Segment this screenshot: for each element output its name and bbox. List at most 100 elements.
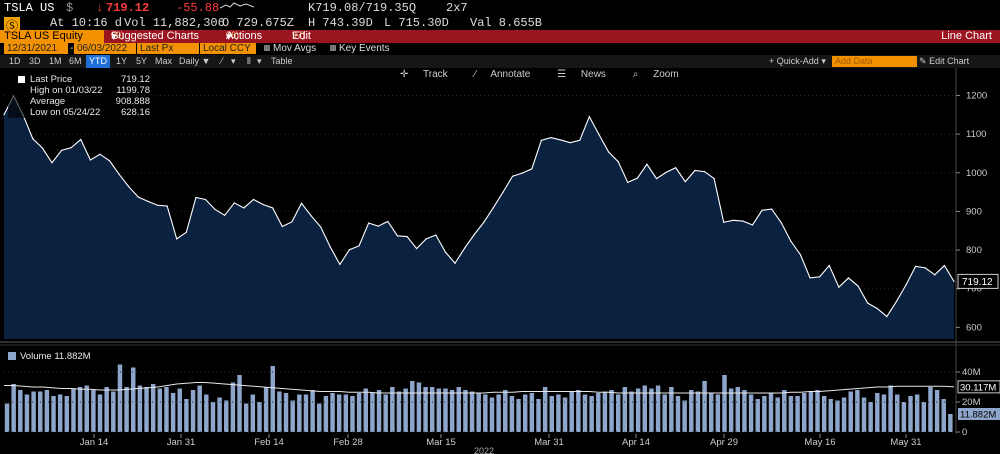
period-3d[interactable]: 3D bbox=[29, 56, 41, 66]
period-1y[interactable]: 1Y bbox=[116, 56, 128, 66]
track-tool[interactable]: ✛ Track bbox=[400, 69, 460, 80]
chart-tools: ✛ Track ⁄ Annotate ☰ News ⌕ Zoom bbox=[400, 69, 703, 80]
volume-bar bbox=[549, 396, 554, 432]
annotate-tool[interactable]: ⁄ Annotate bbox=[474, 69, 542, 80]
period-6m[interactable]: 6M bbox=[69, 56, 82, 66]
quick-add-label: Quick-Add bbox=[776, 56, 819, 66]
add-data-input[interactable]: Add Data bbox=[832, 56, 917, 67]
volume-bar bbox=[443, 388, 448, 432]
price-point bbox=[540, 139, 542, 141]
volume-bar bbox=[410, 381, 415, 432]
period-1m[interactable]: 1M bbox=[49, 56, 62, 66]
volume-bar bbox=[522, 394, 528, 432]
quick-add-button[interactable]: + Quick-Add ▾ bbox=[766, 55, 829, 68]
last-price-tag-label: 719.12 bbox=[962, 277, 993, 288]
volume-last-tag bbox=[958, 408, 1000, 420]
volume-bar bbox=[303, 394, 309, 432]
volume-bar bbox=[270, 366, 275, 432]
price-point bbox=[281, 225, 283, 228]
frequency-selector[interactable]: Daily ▼ bbox=[176, 55, 213, 68]
volume-bar bbox=[622, 387, 628, 432]
ticker[interactable]: TSLA US bbox=[4, 1, 55, 15]
edit-chart-button[interactable]: ✎ Edit Chart bbox=[916, 55, 972, 68]
price-area bbox=[4, 95, 954, 339]
price-point bbox=[272, 207, 274, 209]
trade-size: 2x7 bbox=[446, 1, 468, 15]
bar-style-icon[interactable]: ⫴ bbox=[247, 56, 251, 66]
volume-bar bbox=[875, 393, 880, 432]
volume-bar bbox=[835, 400, 840, 432]
volume-bar bbox=[948, 414, 953, 432]
price-point bbox=[70, 147, 72, 149]
x-tick-label: Apr 29 bbox=[710, 437, 738, 448]
price-point bbox=[847, 277, 850, 279]
volume-bar bbox=[283, 393, 289, 432]
price-point bbox=[41, 147, 43, 149]
end-date-field[interactable]: 06/03/2022 bbox=[74, 43, 136, 54]
edit-label: Edit bbox=[292, 30, 311, 42]
mov-avgs-toggle[interactable]: Mov Avgs bbox=[264, 43, 316, 54]
volume-bar bbox=[689, 390, 694, 432]
price-point bbox=[819, 276, 821, 278]
legend-last: Last Price 719.12 bbox=[8, 74, 154, 85]
x-tick-label: Jan 14 bbox=[80, 437, 109, 448]
volume-bar bbox=[782, 390, 787, 432]
zoom-tool[interactable]: ⌕ Zoom bbox=[633, 69, 691, 80]
quote-time: At 10:16 d bbox=[50, 16, 123, 30]
volume-bar bbox=[164, 387, 169, 432]
actions-num: 96) bbox=[226, 30, 240, 40]
volume-bar bbox=[310, 390, 315, 432]
mov-avgs-label: Mov Avgs bbox=[273, 43, 317, 54]
price-point bbox=[204, 198, 207, 201]
period-max[interactable]: Max bbox=[155, 56, 173, 66]
currency-selector[interactable]: Local CCY bbox=[200, 43, 256, 54]
price-point bbox=[156, 204, 159, 206]
news-tool[interactable]: ☰ News bbox=[557, 69, 618, 80]
volume-bar bbox=[336, 394, 342, 432]
dropdown-icon: ▾ bbox=[226, 31, 232, 43]
volume-bar bbox=[529, 393, 535, 432]
key-events-toggle[interactable]: Key Events bbox=[330, 43, 390, 54]
volume-bar bbox=[795, 396, 800, 432]
price-point bbox=[483, 221, 485, 223]
volume-bar bbox=[762, 396, 767, 432]
bid-ask: K719.08/719.35Q bbox=[308, 1, 417, 15]
period-ytd[interactable]: YTD bbox=[86, 55, 110, 68]
volume-bar bbox=[868, 402, 873, 432]
field-selector[interactable]: Last Px bbox=[137, 43, 199, 54]
volume-bar bbox=[489, 397, 495, 432]
price-point bbox=[300, 202, 303, 204]
price-change: -55.88 bbox=[176, 1, 220, 15]
price-point bbox=[665, 171, 667, 173]
period-5y[interactable]: 5Y bbox=[136, 56, 148, 66]
security-field[interactable]: TSLA US Equity bbox=[0, 30, 104, 43]
volume-bar bbox=[629, 391, 634, 432]
start-date-field[interactable]: 12/31/2021 bbox=[4, 43, 68, 54]
price-point bbox=[895, 300, 898, 303]
parameter-bar: 12/31/2021 - 06/03/2022 Last Px Local CC… bbox=[0, 43, 1000, 55]
volume-bar bbox=[855, 390, 860, 432]
volume-bar bbox=[768, 393, 774, 432]
volume-bar bbox=[184, 399, 189, 432]
volume-bar bbox=[177, 388, 182, 432]
period-1d[interactable]: 1D bbox=[9, 56, 21, 66]
price-point bbox=[569, 142, 571, 144]
table-button[interactable]: Table bbox=[271, 56, 293, 66]
price-tick-label: 700 bbox=[966, 284, 982, 295]
sparkline-icon bbox=[219, 1, 255, 17]
price-point bbox=[291, 221, 293, 223]
volume-bar bbox=[841, 397, 847, 432]
volume-bar bbox=[815, 390, 820, 432]
volume-bar bbox=[808, 391, 814, 432]
price-volume-chart[interactable]: 600 700 800 900 1000 1100 1200 719.12 0 20M 40M 30.… bbox=[0, 68, 1000, 454]
volume-bar bbox=[748, 394, 754, 432]
last-price: 719.12 bbox=[106, 1, 150, 15]
volume-bar bbox=[277, 391, 282, 432]
line-chart-icon[interactable]: ⁄ bbox=[221, 56, 223, 66]
volume-bar bbox=[150, 384, 156, 432]
dropdown-icon: ▾ bbox=[821, 56, 826, 66]
price-point bbox=[905, 284, 907, 286]
legend-high-value: 1199.78 bbox=[116, 85, 150, 96]
volume-bar bbox=[350, 396, 355, 432]
price-point bbox=[262, 203, 264, 206]
